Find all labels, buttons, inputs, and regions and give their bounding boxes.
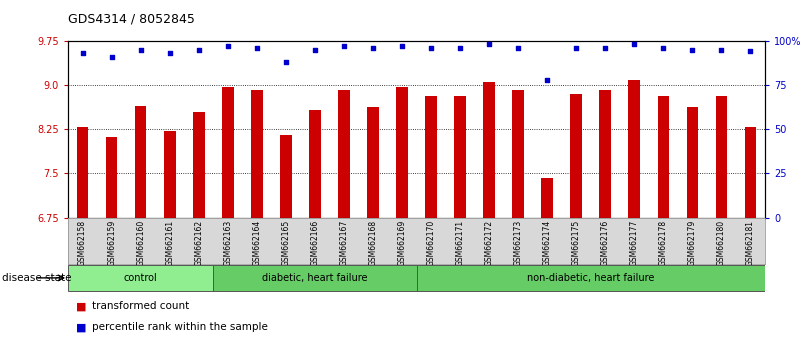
Point <box>367 45 380 51</box>
Text: GSM662159: GSM662159 <box>107 220 116 266</box>
Point <box>686 47 698 52</box>
Text: control: control <box>124 273 158 283</box>
Bar <box>338 90 350 218</box>
Point <box>280 59 292 65</box>
Point <box>599 45 612 51</box>
Bar <box>686 107 698 218</box>
Text: GSM662181: GSM662181 <box>746 220 755 266</box>
Text: GSM662175: GSM662175 <box>572 220 581 266</box>
Text: GSM662173: GSM662173 <box>513 220 522 266</box>
Point <box>221 43 234 49</box>
Bar <box>251 90 263 218</box>
Point <box>425 45 437 51</box>
Point <box>337 43 350 49</box>
Bar <box>222 87 234 218</box>
Bar <box>396 87 408 218</box>
Text: GSM662164: GSM662164 <box>252 220 261 266</box>
Text: GSM662163: GSM662163 <box>223 220 232 266</box>
Bar <box>629 80 640 218</box>
Text: percentile rank within the sample: percentile rank within the sample <box>92 322 268 332</box>
Text: GSM662158: GSM662158 <box>78 220 87 266</box>
Bar <box>164 131 175 218</box>
Bar <box>68 265 213 291</box>
Point <box>715 47 728 52</box>
Point <box>105 54 118 59</box>
Point <box>396 43 409 49</box>
Bar <box>213 265 417 291</box>
Bar <box>599 90 611 218</box>
Point <box>628 41 641 47</box>
Point <box>135 47 147 52</box>
Point <box>163 50 176 56</box>
Bar <box>280 135 292 218</box>
Text: GSM662167: GSM662167 <box>340 220 348 266</box>
Point <box>76 50 89 56</box>
Text: GSM662177: GSM662177 <box>630 220 638 266</box>
Point <box>512 45 525 51</box>
Text: transformed count: transformed count <box>92 301 189 311</box>
Bar <box>425 96 437 218</box>
Bar <box>570 94 582 218</box>
Text: disease state: disease state <box>2 273 71 283</box>
Bar <box>417 265 765 291</box>
Bar <box>454 96 466 218</box>
Text: GSM662179: GSM662179 <box>688 220 697 266</box>
Text: ■: ■ <box>76 301 87 311</box>
Text: GSM662160: GSM662160 <box>136 220 145 266</box>
Bar <box>658 96 669 218</box>
Bar <box>483 82 495 218</box>
Bar <box>193 112 204 218</box>
Text: GSM662169: GSM662169 <box>397 220 406 266</box>
Point <box>541 77 553 82</box>
Text: GSM662165: GSM662165 <box>281 220 290 266</box>
Text: GSM662171: GSM662171 <box>456 220 465 266</box>
Point <box>744 48 757 54</box>
Text: GSM662178: GSM662178 <box>659 220 668 266</box>
Text: GSM662176: GSM662176 <box>601 220 610 266</box>
Bar <box>715 96 727 218</box>
Bar <box>135 105 147 218</box>
Text: GSM662166: GSM662166 <box>311 220 320 266</box>
Text: GSM662162: GSM662162 <box>195 220 203 266</box>
Point <box>453 45 466 51</box>
Text: GDS4314 / 8052845: GDS4314 / 8052845 <box>68 12 195 25</box>
Text: GSM662170: GSM662170 <box>427 220 436 266</box>
Bar <box>77 127 88 218</box>
Point <box>251 45 264 51</box>
Point <box>570 45 582 51</box>
Bar <box>541 178 553 218</box>
Bar <box>745 127 756 218</box>
Point <box>308 47 321 52</box>
Text: diabetic, heart failure: diabetic, heart failure <box>262 273 368 283</box>
Text: GSM662161: GSM662161 <box>165 220 174 266</box>
Bar <box>106 137 118 218</box>
Text: GSM662172: GSM662172 <box>485 220 493 266</box>
Point <box>657 45 670 51</box>
Text: non-diabetic, heart failure: non-diabetic, heart failure <box>527 273 654 283</box>
Text: GSM662180: GSM662180 <box>717 220 726 266</box>
Point <box>192 47 205 52</box>
Text: GSM662168: GSM662168 <box>368 220 377 266</box>
Text: ■: ■ <box>76 322 87 332</box>
Bar <box>367 107 379 218</box>
Bar <box>309 110 320 218</box>
Bar <box>513 90 524 218</box>
Point <box>483 41 496 47</box>
Text: GSM662174: GSM662174 <box>543 220 552 266</box>
